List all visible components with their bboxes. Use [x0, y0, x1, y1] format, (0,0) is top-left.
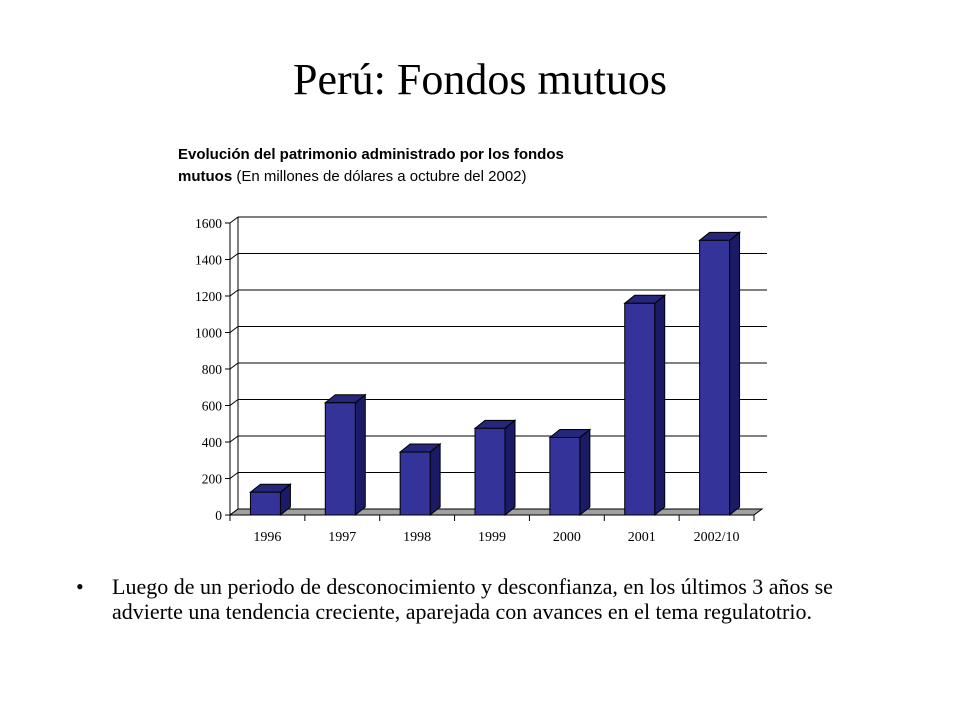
x-tick-label: 2001 [628, 530, 656, 545]
chart-heading-line2: mutuos (En millones de dólares a octubre… [178, 166, 718, 188]
bullet-text: Luego de un periodo de desconocimiento y… [112, 574, 833, 624]
slide-title: Perú: Fondos mutuos [292, 55, 668, 104]
chart-axes [225, 217, 755, 521]
x-tick-label: 1999 [478, 530, 506, 545]
bar-1998 [398, 442, 442, 517]
gridline-depth [229, 399, 239, 406]
bar-1997 [323, 393, 367, 517]
chart-heading: Evolución del patrimonio administrado po… [178, 144, 718, 188]
x-axis-tick-labels: 1996 1997 1998 1999 2000 2001 2002/10 [253, 530, 739, 545]
bar-side-face [579, 428, 591, 517]
bar-side-face [354, 393, 366, 517]
bar-front-face [324, 402, 356, 516]
gridline-depth [229, 435, 239, 443]
gridline-depth [229, 326, 239, 333]
bar-side-face [504, 419, 516, 517]
y-tick-label: 1200 [195, 289, 222, 304]
bar-side-face [729, 231, 741, 517]
bar-side-face [654, 294, 666, 517]
gridline-depth [229, 216, 239, 224]
bar-front-face [699, 239, 731, 516]
gridline-depth [229, 289, 239, 297]
y-tick-label: 600 [202, 399, 223, 414]
bar-front-face [549, 436, 581, 516]
chart-bars [249, 231, 741, 517]
x-tick-label: 1996 [253, 530, 281, 545]
bar-front-face [399, 451, 431, 516]
chart-heading-line1: Evolución del patrimonio administrado po… [178, 144, 718, 166]
y-tick-label: 1000 [195, 326, 222, 341]
gridline-depth [229, 362, 239, 370]
bar-2001 [623, 294, 667, 517]
x-tick-label: 2000 [553, 530, 581, 545]
y-tick-label: 800 [202, 362, 223, 377]
y-tick-label: 1600 [195, 216, 222, 231]
x-tick-label: 1998 [403, 530, 431, 545]
y-tick-label: 0 [215, 508, 222, 523]
y-tick-label: 200 [202, 472, 223, 487]
x-tick-label: 1997 [328, 530, 356, 545]
chart-heading-line2-bold: mutuos [178, 168, 233, 185]
bar-front-face [474, 427, 506, 516]
bar-front-face [624, 302, 656, 516]
bar-front-face [249, 491, 281, 516]
chart-heading-line2-normal: (En millones de dólares a octubre del 20… [232, 168, 527, 185]
y-tick-label: 400 [202, 435, 223, 450]
bar-1996 [249, 483, 292, 517]
bar-2002/10 [698, 231, 741, 517]
bullet-marker: • [76, 574, 84, 599]
bar-2000 [548, 428, 592, 517]
bar-1999 [473, 419, 517, 517]
y-tick-label: 1400 [195, 253, 222, 268]
gridline-depth [229, 253, 239, 260]
y-axis-tick-labels: 0 200 400 600 800 1000 1200 1400 1600 [195, 216, 222, 523]
gridline-depth [229, 472, 239, 479]
chart-heading-line1-bold: Evolución del patrimonio administrado po… [178, 146, 564, 163]
bar-side-face [429, 442, 441, 517]
x-tick-label: 2002/10 [694, 530, 740, 545]
